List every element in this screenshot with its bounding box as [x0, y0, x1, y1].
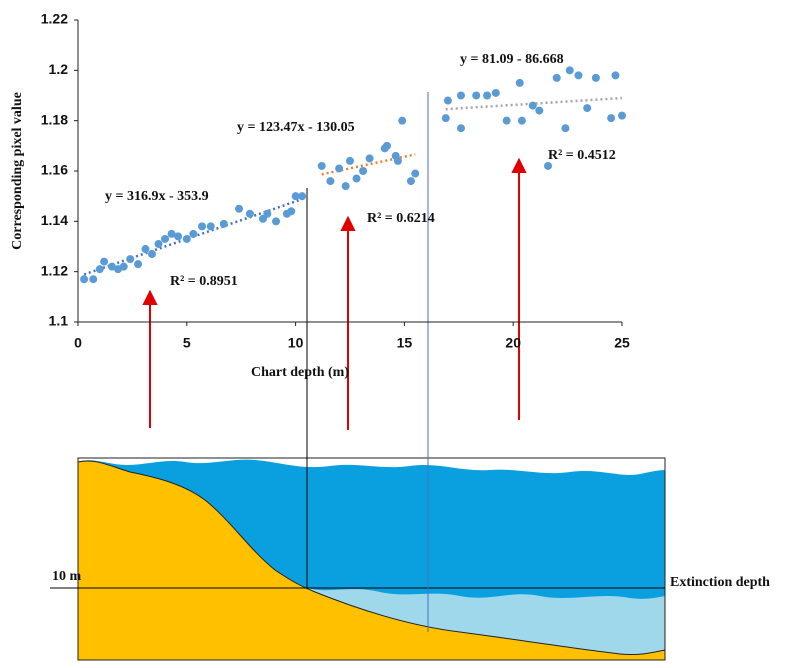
data-point	[457, 92, 465, 100]
equation: y = 316.9x - 353.9	[105, 189, 209, 204]
data-point	[544, 162, 552, 170]
data-point	[100, 258, 108, 266]
data-point	[298, 192, 306, 200]
data-point	[189, 230, 197, 238]
y-tick-label: 1.2	[49, 61, 69, 77]
data-point	[561, 124, 569, 132]
data-point	[359, 167, 367, 175]
data-point	[574, 71, 582, 79]
x-axis-label: Chart depth (m)	[251, 365, 349, 380]
y-tick-label: 1.14	[41, 212, 68, 228]
data-point	[141, 245, 149, 253]
y-tick-label: 1.1	[49, 313, 69, 329]
data-point	[583, 104, 591, 112]
data-point	[126, 255, 134, 263]
y-axis-label: Corresponding pixel value	[10, 92, 25, 250]
data-point	[326, 177, 334, 185]
data-point	[607, 114, 615, 122]
x-tick-label: 10	[288, 335, 304, 351]
data-point	[272, 217, 280, 225]
data-point	[553, 74, 561, 82]
data-point	[529, 102, 537, 110]
figure: 10 m Extinction depth y = 316.9x - 353.9…	[0, 0, 806, 668]
data-point	[80, 275, 88, 283]
y-tick-label: 1.16	[41, 162, 68, 178]
arrow-head	[144, 292, 156, 304]
x-tick-label: 5	[183, 335, 191, 351]
data-point	[161, 235, 169, 243]
data-point	[89, 275, 97, 283]
data-point	[263, 210, 271, 218]
data-point	[220, 220, 228, 228]
arrow-head	[342, 218, 354, 230]
data-point	[398, 117, 406, 125]
data-point	[96, 265, 104, 273]
data-point	[394, 157, 402, 165]
y-tick-label: 1.12	[41, 262, 68, 278]
x-tick-label: 20	[505, 335, 521, 351]
equation: y = 81.09 - 86.668	[460, 52, 564, 67]
data-point	[287, 207, 295, 215]
data-point	[383, 142, 391, 150]
data-point	[235, 205, 243, 213]
x-tick-label: 0	[74, 335, 82, 351]
data-point	[346, 157, 354, 165]
data-point	[407, 177, 415, 185]
data-point	[535, 107, 543, 115]
data-point	[198, 222, 206, 230]
data-point	[457, 124, 465, 132]
data-point	[566, 66, 574, 74]
data-point	[444, 97, 452, 105]
data-point	[120, 263, 128, 271]
data-point	[618, 112, 626, 120]
data-point	[148, 250, 156, 258]
y-tick-label: 1.22	[41, 11, 68, 27]
data-point	[155, 240, 163, 248]
data-point	[442, 114, 450, 122]
data-point	[611, 71, 619, 79]
data-point	[592, 74, 600, 82]
y-tick-label: 1.18	[41, 111, 68, 127]
data-point	[503, 117, 511, 125]
data-point	[134, 260, 142, 268]
r-squared: R² = 0.6214	[367, 211, 435, 226]
data-point	[174, 232, 182, 240]
data-point	[246, 210, 254, 218]
equation: y = 123.47x - 130.05	[237, 120, 355, 135]
data-point	[353, 175, 361, 183]
x-tick-label: 15	[397, 335, 413, 351]
data-point	[366, 154, 374, 162]
data-point	[483, 92, 491, 100]
data-point	[342, 182, 350, 190]
extinction-label: Extinction depth	[670, 575, 770, 590]
water-profile: 10 m Extinction depth	[50, 458, 770, 660]
x-tick-label: 25	[614, 335, 630, 351]
data-point	[183, 235, 191, 243]
data-point	[518, 117, 526, 125]
data-point	[335, 164, 343, 172]
data-point	[492, 89, 500, 97]
data-point	[411, 170, 419, 178]
data-point	[516, 79, 524, 87]
data-point	[472, 92, 480, 100]
r-squared: R² = 0.4512	[548, 148, 616, 163]
data-point	[207, 222, 215, 230]
data-point	[318, 162, 326, 170]
depth-label: 10 m	[52, 569, 82, 584]
r-squared: R² = 0.8951	[170, 274, 238, 289]
arrow-head	[513, 160, 525, 172]
